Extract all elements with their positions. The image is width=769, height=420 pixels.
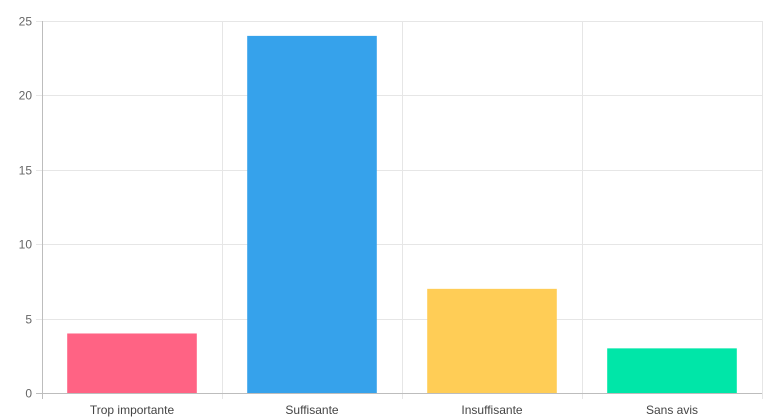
x-tick-label: Trop importante — [90, 403, 175, 417]
labels-layer: 0 5 10 15 20 25 Trop importante Suffisante Insuf… — [19, 15, 698, 418]
bar-insuffisante[interactable] — [427, 288, 557, 393]
y-tick-label: 5 — [25, 313, 32, 327]
x-tick-label: Suffisante — [285, 403, 338, 417]
y-tick-label: 10 — [19, 238, 33, 252]
x-tick-label: Sans avis — [646, 403, 698, 417]
grid-layer — [36, 21, 763, 399]
bar-trop-importante[interactable] — [67, 333, 197, 393]
y-tick-label: 20 — [19, 89, 33, 103]
bars-layer — [67, 35, 737, 393]
y-tick-label: 0 — [25, 387, 32, 401]
y-tick-label: 25 — [19, 15, 33, 29]
bar-sans-avis[interactable] — [607, 348, 737, 393]
axis-layer — [36, 21, 762, 399]
x-tick-label: Insuffisante — [461, 403, 522, 417]
bar-suffisante[interactable] — [247, 35, 377, 393]
y-tick-label: 15 — [19, 164, 33, 178]
